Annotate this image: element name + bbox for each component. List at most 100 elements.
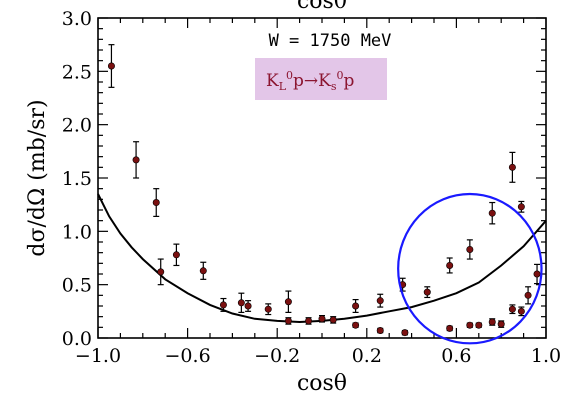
data-point bbox=[284, 290, 292, 313]
data-point bbox=[488, 201, 496, 225]
point-marker bbox=[488, 318, 496, 326]
point-marker bbox=[352, 321, 360, 329]
data-point bbox=[517, 200, 525, 213]
reaction-l-sub: L bbox=[279, 80, 287, 93]
point-marker bbox=[284, 317, 292, 325]
reaction-k: K bbox=[266, 71, 279, 91]
point-marker bbox=[132, 156, 140, 164]
point-marker bbox=[517, 203, 525, 211]
y-tick-label: 0.0 bbox=[62, 328, 92, 350]
data-point bbox=[152, 188, 160, 217]
point-marker bbox=[508, 305, 516, 313]
x-tick-label: −0.6 bbox=[165, 345, 211, 367]
reaction-label: KL0p→Ks0p bbox=[266, 69, 355, 93]
data-point bbox=[524, 286, 532, 305]
data-point bbox=[132, 141, 140, 179]
data-point bbox=[488, 318, 496, 326]
point-marker bbox=[376, 327, 384, 335]
highlight-circle bbox=[397, 192, 543, 345]
y-tick-label: 2.0 bbox=[62, 115, 92, 137]
point-marker bbox=[172, 251, 180, 259]
y-tick-label: 1.5 bbox=[62, 168, 92, 190]
data-point bbox=[264, 303, 272, 316]
reaction-s-sub: s bbox=[331, 80, 337, 93]
data-point bbox=[508, 304, 516, 315]
x-tick-label: −1.0 bbox=[75, 345, 121, 367]
data-point bbox=[157, 258, 165, 286]
point-marker bbox=[401, 329, 409, 337]
x-axis-label: cosθ bbox=[297, 371, 347, 396]
reaction-mid: p→K bbox=[293, 71, 331, 91]
data-points bbox=[107, 44, 541, 337]
data-point bbox=[329, 316, 337, 324]
point-marker bbox=[466, 321, 474, 329]
data-point bbox=[466, 321, 474, 329]
x-tick-label: 0.2 bbox=[352, 345, 382, 367]
data-point bbox=[376, 327, 384, 335]
top-title-fragment: cosθ bbox=[297, 0, 347, 14]
reaction-p: p bbox=[344, 71, 355, 91]
reaction-zero-sup-2: 0 bbox=[337, 69, 344, 82]
point-marker bbox=[237, 299, 245, 307]
data-point bbox=[107, 44, 115, 88]
data-point bbox=[475, 321, 483, 329]
point-marker bbox=[244, 302, 252, 310]
y-tick-label: 3.0 bbox=[62, 8, 92, 30]
point-marker bbox=[524, 291, 532, 299]
point-marker bbox=[446, 324, 454, 332]
point-marker bbox=[497, 320, 505, 328]
data-point bbox=[466, 239, 474, 260]
point-marker bbox=[199, 267, 207, 275]
data-point bbox=[172, 243, 180, 267]
point-marker bbox=[466, 245, 474, 253]
point-marker bbox=[508, 163, 516, 171]
point-marker bbox=[376, 297, 384, 305]
x-tick-label: 1.0 bbox=[531, 345, 561, 367]
data-point bbox=[517, 306, 525, 317]
x-tick-label: −0.2 bbox=[254, 345, 300, 367]
point-marker bbox=[352, 302, 360, 310]
point-marker bbox=[423, 288, 431, 296]
data-point bbox=[352, 321, 360, 329]
data-point bbox=[446, 257, 454, 274]
data-point bbox=[533, 263, 541, 285]
point-marker bbox=[219, 301, 227, 309]
data-point bbox=[401, 329, 409, 337]
reaction-zero-sup: 0 bbox=[286, 69, 293, 82]
point-marker bbox=[318, 315, 326, 323]
data-point bbox=[497, 320, 505, 328]
data-point bbox=[352, 299, 360, 313]
theory-curve bbox=[97, 193, 547, 324]
data-point bbox=[219, 297, 227, 312]
y-axis-label: dσ/dΩ (mb/sr) bbox=[25, 99, 50, 256]
data-point bbox=[446, 324, 454, 332]
axis-ticks bbox=[97, 17, 547, 339]
y-tick-label: 1.0 bbox=[62, 221, 92, 243]
energy-annotation: W = 1750 MeV bbox=[269, 31, 392, 51]
point-marker bbox=[152, 199, 160, 207]
data-point bbox=[305, 317, 313, 325]
data-point bbox=[508, 151, 516, 183]
point-marker bbox=[475, 321, 483, 329]
point-marker bbox=[488, 209, 496, 217]
data-point bbox=[199, 261, 207, 280]
point-marker bbox=[264, 305, 272, 313]
y-tick-label: 0.5 bbox=[62, 275, 92, 297]
point-marker bbox=[305, 317, 313, 325]
reaction-box bbox=[255, 58, 387, 100]
data-point bbox=[423, 286, 431, 299]
point-marker bbox=[329, 316, 337, 324]
point-marker bbox=[157, 268, 165, 276]
data-point bbox=[244, 300, 252, 312]
data-point bbox=[318, 315, 326, 323]
point-marker bbox=[107, 62, 115, 70]
x-tick-label: 0.6 bbox=[441, 345, 471, 367]
y-tick-label: 2.5 bbox=[62, 61, 92, 83]
data-point bbox=[376, 293, 384, 308]
point-marker bbox=[446, 261, 454, 269]
point-marker bbox=[517, 307, 525, 315]
data-point bbox=[237, 292, 245, 313]
data-point bbox=[284, 317, 292, 325]
point-marker bbox=[533, 270, 541, 278]
